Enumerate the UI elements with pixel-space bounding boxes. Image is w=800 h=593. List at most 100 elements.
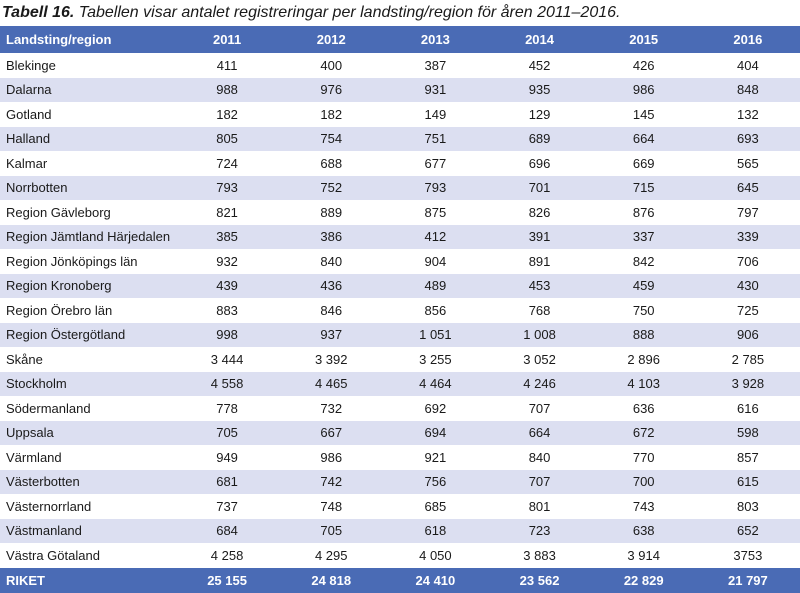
- total-label-cell: RIKET: [0, 567, 175, 593]
- table-row: Halland 805 754 751 689 664 693: [0, 126, 800, 151]
- value-cell: 669: [591, 151, 696, 176]
- value-cell: 840: [279, 249, 384, 274]
- column-header-year: 2014: [487, 26, 592, 53]
- value-cell: 618: [383, 518, 488, 543]
- value-cell: 685: [383, 494, 488, 519]
- table-row: Uppsala 705 667 694 664 672 598: [0, 420, 800, 445]
- region-name-cell: Dalarna: [0, 77, 175, 102]
- region-name-cell: Norrbotten: [0, 175, 175, 200]
- value-cell: 598: [695, 420, 800, 445]
- value-cell: 339: [695, 224, 800, 249]
- table-row: Gotland 182 182 149 129 145 132: [0, 102, 800, 127]
- column-header-year: 2012: [279, 26, 384, 53]
- table-row: Västmanland 684 705 618 723 638 652: [0, 518, 800, 543]
- column-header-region: Landsting/region: [0, 26, 175, 53]
- value-cell: 2 896: [591, 347, 696, 372]
- value-cell: 3 914: [591, 543, 696, 568]
- value-cell: 715: [591, 175, 696, 200]
- value-cell: 3753: [695, 543, 800, 568]
- value-cell: 805: [175, 126, 280, 151]
- column-header-year: 2011: [175, 26, 280, 53]
- region-name-cell: Gotland: [0, 102, 175, 127]
- table-row: Skåne 3 444 3 392 3 255 3 052 2 896 2 785: [0, 347, 800, 372]
- value-cell: 876: [591, 200, 696, 225]
- value-cell: 489: [383, 273, 488, 298]
- value-cell: 692: [383, 396, 488, 421]
- value-cell: 889: [279, 200, 384, 225]
- value-cell: 459: [591, 273, 696, 298]
- region-name-cell: Region Kronoberg: [0, 273, 175, 298]
- column-header-year: 2015: [591, 26, 696, 53]
- value-cell: 688: [279, 151, 384, 176]
- value-cell: 412: [383, 224, 488, 249]
- table-row: Region Jämtland Härjedalen 385 386 412 391 33…: [0, 224, 800, 249]
- region-name-cell: Region Gävleborg: [0, 200, 175, 225]
- value-cell: 452: [487, 53, 592, 78]
- value-cell: 751: [383, 126, 488, 151]
- table-caption: Tabell 16. Tabellen visar antalet regist…: [0, 0, 800, 26]
- value-cell: 888: [591, 322, 696, 347]
- column-header-year: 2016: [695, 26, 800, 53]
- value-cell: 696: [487, 151, 592, 176]
- value-cell: 793: [175, 175, 280, 200]
- region-name-cell: Västernorrland: [0, 494, 175, 519]
- table-header: Landsting/region 2011 2012 2013 2014 2015 2016: [0, 26, 800, 53]
- region-name-cell: Skåne: [0, 347, 175, 372]
- value-cell: 4 558: [175, 371, 280, 396]
- value-cell: 4 258: [175, 543, 280, 568]
- table-row: Region Jönköpings län 932 840 904 891 842 706: [0, 249, 800, 274]
- value-cell: 664: [591, 126, 696, 151]
- value-cell: 149: [383, 102, 488, 127]
- value-cell: 723: [487, 518, 592, 543]
- value-cell: 986: [279, 445, 384, 470]
- table-row: Region Kronoberg 439 436 489 453 459 430: [0, 273, 800, 298]
- value-cell: 768: [487, 298, 592, 323]
- value-cell: 754: [279, 126, 384, 151]
- value-cell: 1 051: [383, 322, 488, 347]
- value-cell: 667: [279, 420, 384, 445]
- value-cell: 145: [591, 102, 696, 127]
- value-cell: 426: [591, 53, 696, 78]
- value-cell: 891: [487, 249, 592, 274]
- value-cell: 750: [591, 298, 696, 323]
- value-cell: 748: [279, 494, 384, 519]
- total-value-cell: 24 410: [383, 567, 488, 593]
- value-cell: 3 052: [487, 347, 592, 372]
- region-name-cell: Södermanland: [0, 396, 175, 421]
- value-cell: 856: [383, 298, 488, 323]
- total-value-cell: 21 797: [695, 567, 800, 593]
- table-row: Västernorrland 737 748 685 801 743 803: [0, 494, 800, 519]
- value-cell: 404: [695, 53, 800, 78]
- value-cell: 743: [591, 494, 696, 519]
- value-cell: 3 255: [383, 347, 488, 372]
- value-cell: 652: [695, 518, 800, 543]
- region-name-cell: Stockholm: [0, 371, 175, 396]
- value-cell: 400: [279, 53, 384, 78]
- table-row: Dalarna 988 976 931 935 986 848: [0, 77, 800, 102]
- value-cell: 132: [695, 102, 800, 127]
- region-name-cell: Region Örebro län: [0, 298, 175, 323]
- value-cell: 742: [279, 469, 384, 494]
- caption-text: Tabellen visar antalet registreringar pe…: [78, 4, 621, 21]
- value-cell: 694: [383, 420, 488, 445]
- registrations-table: Landsting/region 2011 2012 2013 2014 2015 2016…: [0, 26, 800, 593]
- value-cell: 182: [175, 102, 280, 127]
- value-cell: 4 103: [591, 371, 696, 396]
- value-cell: 616: [695, 396, 800, 421]
- value-cell: 4 246: [487, 371, 592, 396]
- value-cell: 182: [279, 102, 384, 127]
- value-cell: 778: [175, 396, 280, 421]
- value-cell: 337: [591, 224, 696, 249]
- region-name-cell: Region Jönköpings län: [0, 249, 175, 274]
- table-row: Västra Götaland 4 258 4 295 4 050 3 883 3 914…: [0, 543, 800, 568]
- table-row: Stockholm 4 558 4 465 4 464 4 246 4 103 3 928: [0, 371, 800, 396]
- table-body: Blekinge 411 400 387 452 426 404 Dalarna 988 976 9…: [0, 53, 800, 568]
- value-cell: 664: [487, 420, 592, 445]
- value-cell: 770: [591, 445, 696, 470]
- value-cell: 921: [383, 445, 488, 470]
- value-cell: 565: [695, 151, 800, 176]
- region-name-cell: Halland: [0, 126, 175, 151]
- value-cell: 693: [695, 126, 800, 151]
- value-cell: 1 008: [487, 322, 592, 347]
- table-row: Kalmar 724 688 677 696 669 565: [0, 151, 800, 176]
